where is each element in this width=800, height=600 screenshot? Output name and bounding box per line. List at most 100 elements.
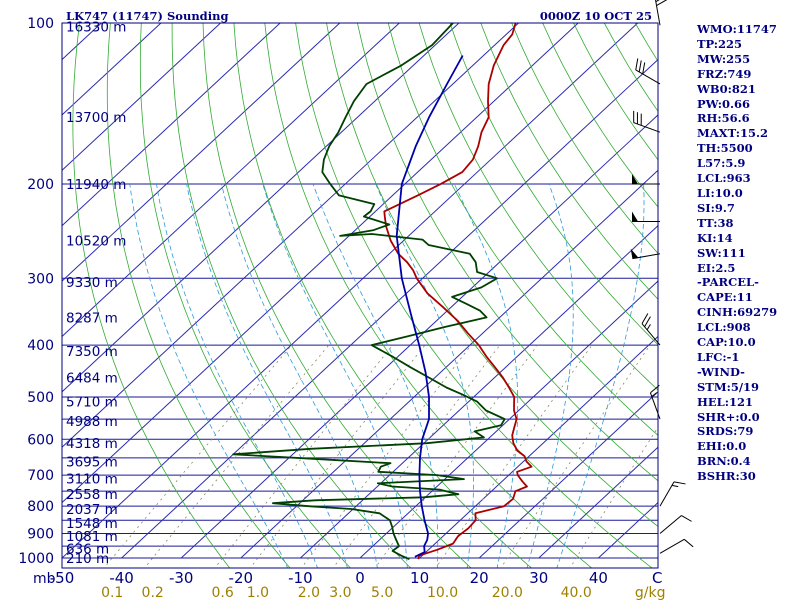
mixing-ratio-line bbox=[300, 344, 472, 568]
index-line: LCL:963 bbox=[697, 171, 751, 186]
temperature-tick-label: 40 bbox=[589, 569, 608, 587]
temperature-tick-label: 30 bbox=[529, 569, 548, 587]
index-line: LFC:-1 bbox=[697, 349, 740, 364]
temperature-tick-label: -10 bbox=[288, 569, 313, 587]
index-line: MAXT:15.2 bbox=[697, 126, 768, 141]
isotherm bbox=[240, 169, 658, 559]
moist-adiabat bbox=[312, 183, 439, 568]
moist-adiabat bbox=[221, 183, 378, 568]
temperature-axis-label: C bbox=[652, 569, 662, 587]
pressure-tick-label: 400 bbox=[27, 338, 54, 354]
index-line: MW:255 bbox=[697, 51, 751, 66]
index-line: SW:111 bbox=[697, 245, 746, 260]
index-line: RH:56.6 bbox=[697, 111, 750, 126]
index-line: CAPE:11 bbox=[697, 290, 753, 305]
isotherm bbox=[62, 23, 519, 448]
moist-adiabat bbox=[262, 183, 408, 568]
temperature-tick-label: -20 bbox=[229, 569, 254, 587]
height-label: 2558 m bbox=[66, 487, 118, 503]
height-label: 4318 m bbox=[66, 436, 118, 452]
index-line: KI:14 bbox=[697, 230, 733, 245]
mixing-ratio-line bbox=[569, 426, 658, 568]
dry-adiabat bbox=[387, 23, 658, 436]
mixing-ratio-label: 40.0 bbox=[561, 585, 592, 600]
height-label: 13700 m bbox=[66, 110, 126, 126]
mixing-ratio-label: g/kg bbox=[635, 585, 666, 600]
dry-adiabat bbox=[511, 23, 658, 254]
height-label: 2037 m bbox=[66, 502, 118, 518]
height-label: 5710 m bbox=[66, 395, 118, 411]
height-label: 210 m bbox=[66, 551, 109, 567]
index-line: SRDS:79 bbox=[697, 424, 754, 439]
isotherm bbox=[62, 23, 400, 338]
wind-barb bbox=[659, 538, 694, 554]
temperature-tick-label: 0 bbox=[355, 569, 365, 587]
isotherm bbox=[359, 280, 658, 559]
wind-barbs bbox=[630, 0, 694, 554]
dry-adiabat bbox=[139, 23, 351, 568]
index-line: TH:5500 bbox=[697, 141, 753, 156]
temperature-trace bbox=[383, 23, 533, 560]
height-label: 636 m bbox=[66, 542, 109, 558]
pressure-axis-label: mb bbox=[33, 571, 56, 587]
height-label: 8287 m bbox=[66, 310, 118, 326]
mixing-ratio-label: 10.0 bbox=[427, 585, 458, 600]
dry-adiabat bbox=[106, 23, 291, 568]
dry-adiabat bbox=[171, 23, 412, 568]
temperature-tick-label: 10 bbox=[410, 569, 429, 587]
mixing-ratio-line bbox=[332, 344, 501, 568]
pressure-tick-label: 900 bbox=[27, 527, 54, 543]
isotherm bbox=[538, 446, 658, 559]
index-line: FRZ:749 bbox=[697, 66, 752, 81]
dry-adiabat bbox=[202, 23, 472, 568]
wind-barb bbox=[633, 110, 661, 133]
isotherm bbox=[300, 225, 658, 559]
moist-adiabat bbox=[556, 184, 645, 568]
mixing-ratio-line bbox=[500, 344, 651, 568]
isotherm bbox=[62, 23, 281, 227]
pressure-tick-label: 300 bbox=[27, 271, 54, 287]
wind-barb bbox=[641, 313, 661, 346]
index-line: CINH:69279 bbox=[697, 305, 778, 320]
sounding-profiles bbox=[232, 23, 533, 561]
index-line: -WIND- bbox=[697, 364, 745, 379]
height-label: 3110 m bbox=[66, 471, 118, 487]
dry-adiabat bbox=[480, 23, 658, 300]
pressure-tick-label: 500 bbox=[27, 390, 54, 406]
isotherm bbox=[62, 23, 579, 504]
dewpoint-trace bbox=[232, 23, 506, 561]
index-line: WMO:11747 bbox=[697, 22, 777, 36]
isotherm bbox=[62, 23, 162, 116]
index-line: TT:38 bbox=[697, 215, 734, 230]
isotherm bbox=[478, 391, 658, 559]
index-line: STM:5/19 bbox=[697, 379, 760, 394]
mixing-ratio-label: 1.0 bbox=[247, 585, 269, 600]
wind-barb bbox=[632, 174, 660, 185]
wind-barb bbox=[630, 248, 661, 260]
index-line: WB0:821 bbox=[697, 81, 756, 96]
index-line: EHI:0.0 bbox=[697, 439, 747, 454]
pressure-tick-label: 600 bbox=[27, 432, 54, 448]
index-line: BSHR:30 bbox=[697, 469, 756, 484]
dry-adiabat bbox=[233, 23, 533, 568]
mixing-ratio-label: 5.0 bbox=[371, 585, 393, 600]
isotherm bbox=[62, 23, 460, 393]
dry-adiabat bbox=[264, 23, 593, 568]
temperature-tick-label: -50 bbox=[50, 569, 75, 587]
pressure-tick-label: 200 bbox=[27, 177, 54, 193]
height-label: 10520 m bbox=[66, 233, 126, 249]
mixing-ratio-line bbox=[249, 344, 426, 568]
pressure-tick-label: 700 bbox=[27, 468, 54, 484]
moist-adiabat bbox=[129, 184, 289, 568]
index-line: EI:2.5 bbox=[697, 260, 736, 275]
moist-adiabat bbox=[375, 183, 474, 568]
isotherm bbox=[121, 58, 658, 559]
temperature-tick-label: -30 bbox=[169, 569, 194, 587]
temperature-tick-label: 20 bbox=[470, 569, 489, 587]
isotherm bbox=[62, 23, 341, 282]
wind-barb bbox=[635, 58, 661, 85]
isotherm bbox=[62, 23, 221, 172]
dry-adiabat bbox=[72, 23, 231, 568]
